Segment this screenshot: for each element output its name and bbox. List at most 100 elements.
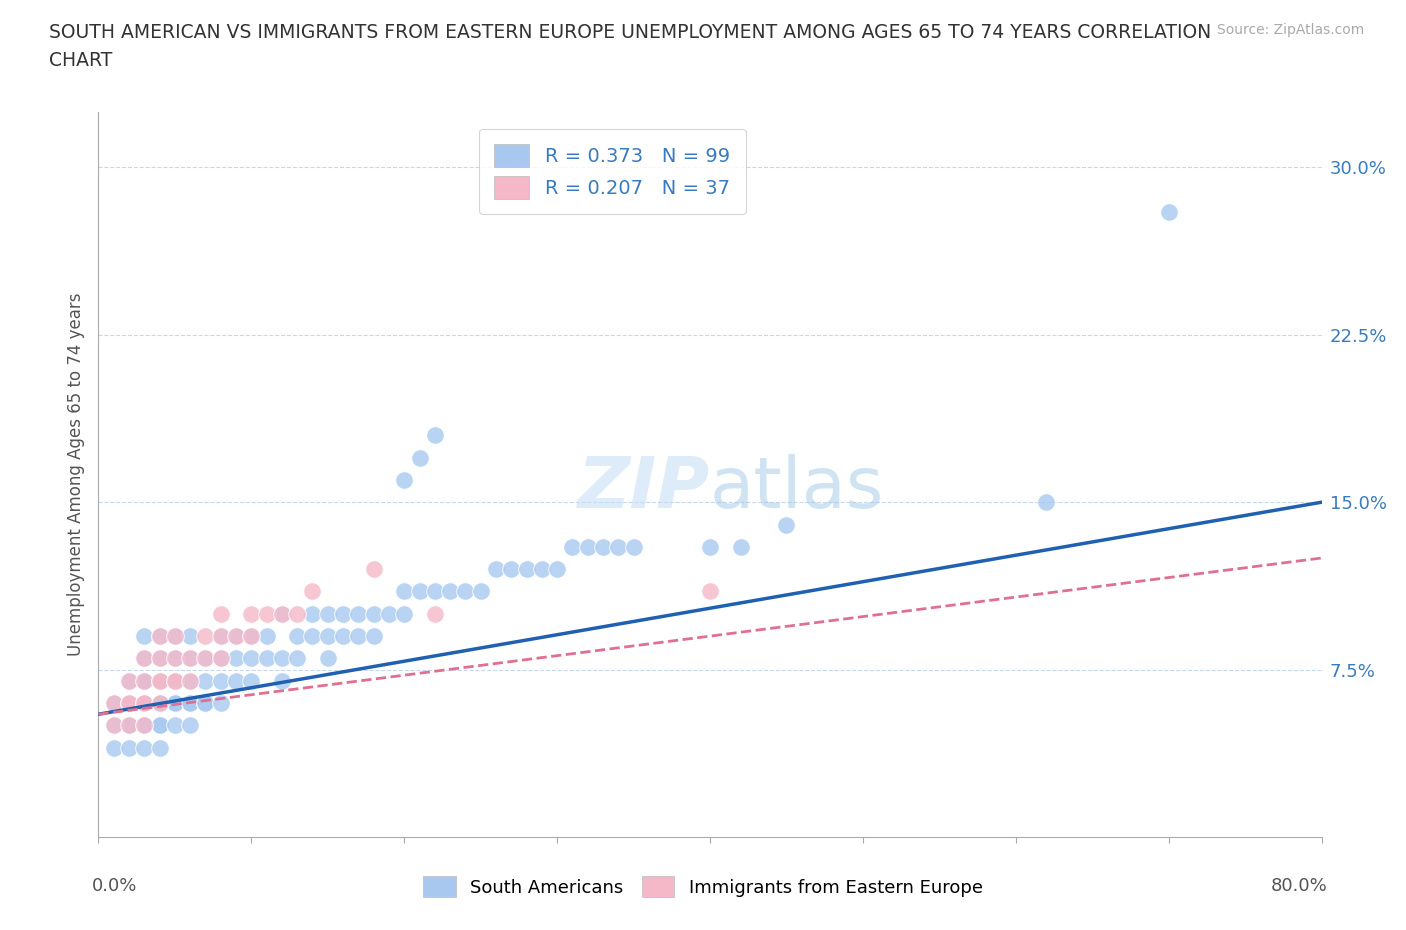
Point bbox=[316, 606, 339, 621]
Text: 80.0%: 80.0% bbox=[1271, 877, 1327, 895]
Point bbox=[149, 718, 172, 733]
Point bbox=[163, 718, 186, 733]
Point bbox=[118, 718, 141, 733]
Point bbox=[163, 651, 186, 666]
Text: 0.0%: 0.0% bbox=[93, 877, 138, 895]
Point bbox=[118, 696, 141, 711]
Point bbox=[163, 696, 186, 711]
Point bbox=[134, 696, 156, 711]
Text: atlas: atlas bbox=[710, 455, 884, 524]
Point bbox=[225, 629, 247, 644]
Point bbox=[149, 673, 172, 688]
Point bbox=[134, 673, 156, 688]
Point bbox=[134, 696, 156, 711]
Point bbox=[225, 673, 247, 688]
Point bbox=[179, 629, 201, 644]
Point bbox=[270, 606, 292, 621]
Point bbox=[149, 629, 172, 644]
Point bbox=[439, 584, 461, 599]
Point bbox=[118, 696, 141, 711]
Point bbox=[194, 696, 217, 711]
Point bbox=[225, 629, 247, 644]
Point bbox=[270, 606, 292, 621]
Point bbox=[363, 562, 385, 577]
Point bbox=[301, 584, 323, 599]
Point bbox=[179, 673, 201, 688]
Point bbox=[179, 696, 201, 711]
Point bbox=[270, 651, 292, 666]
Point bbox=[103, 696, 125, 711]
Point bbox=[103, 696, 125, 711]
Point bbox=[118, 740, 141, 755]
Point bbox=[408, 450, 430, 465]
Point bbox=[149, 740, 172, 755]
Point bbox=[134, 718, 156, 733]
Point bbox=[485, 562, 508, 577]
Point bbox=[285, 651, 308, 666]
Point bbox=[561, 539, 583, 554]
Point bbox=[194, 651, 217, 666]
Point bbox=[163, 673, 186, 688]
Point bbox=[209, 606, 232, 621]
Point bbox=[118, 718, 141, 733]
Point bbox=[194, 696, 217, 711]
Point bbox=[240, 606, 263, 621]
Point bbox=[530, 562, 553, 577]
Point bbox=[194, 673, 217, 688]
Point bbox=[134, 696, 156, 711]
Point bbox=[699, 584, 721, 599]
Point bbox=[516, 562, 538, 577]
Point bbox=[775, 517, 797, 532]
Point bbox=[1157, 205, 1180, 219]
Point bbox=[134, 740, 156, 755]
Point bbox=[378, 606, 401, 621]
Point bbox=[332, 629, 354, 644]
Point bbox=[256, 651, 278, 666]
Point bbox=[332, 606, 354, 621]
Point bbox=[347, 606, 370, 621]
Point bbox=[118, 696, 141, 711]
Text: Source: ZipAtlas.com: Source: ZipAtlas.com bbox=[1216, 23, 1364, 37]
Point bbox=[454, 584, 477, 599]
Point bbox=[240, 673, 263, 688]
Point bbox=[363, 606, 385, 621]
Point bbox=[546, 562, 568, 577]
Point bbox=[194, 629, 217, 644]
Point bbox=[179, 651, 201, 666]
Point bbox=[149, 696, 172, 711]
Point bbox=[118, 673, 141, 688]
Point bbox=[149, 718, 172, 733]
Point bbox=[163, 651, 186, 666]
Point bbox=[149, 696, 172, 711]
Point bbox=[163, 629, 186, 644]
Point bbox=[194, 651, 217, 666]
Point bbox=[285, 606, 308, 621]
Point bbox=[134, 718, 156, 733]
Point bbox=[134, 718, 156, 733]
Point bbox=[179, 651, 201, 666]
Point bbox=[209, 696, 232, 711]
Point bbox=[134, 673, 156, 688]
Point bbox=[163, 673, 186, 688]
Text: SOUTH AMERICAN VS IMMIGRANTS FROM EASTERN EUROPE UNEMPLOYMENT AMONG AGES 65 TO 7: SOUTH AMERICAN VS IMMIGRANTS FROM EASTER… bbox=[49, 23, 1212, 42]
Point bbox=[316, 629, 339, 644]
Point bbox=[623, 539, 645, 554]
Text: CHART: CHART bbox=[49, 51, 112, 70]
Point bbox=[149, 696, 172, 711]
Point bbox=[149, 629, 172, 644]
Point bbox=[240, 629, 263, 644]
Point bbox=[149, 673, 172, 688]
Point bbox=[134, 629, 156, 644]
Point bbox=[209, 651, 232, 666]
Point bbox=[134, 651, 156, 666]
Point bbox=[592, 539, 614, 554]
Point bbox=[179, 718, 201, 733]
Point bbox=[347, 629, 370, 644]
Point bbox=[730, 539, 752, 554]
Point bbox=[163, 696, 186, 711]
Point bbox=[240, 651, 263, 666]
Point bbox=[256, 606, 278, 621]
Point bbox=[209, 629, 232, 644]
Point bbox=[149, 673, 172, 688]
Legend: South Americans, Immigrants from Eastern Europe: South Americans, Immigrants from Eastern… bbox=[416, 869, 990, 904]
